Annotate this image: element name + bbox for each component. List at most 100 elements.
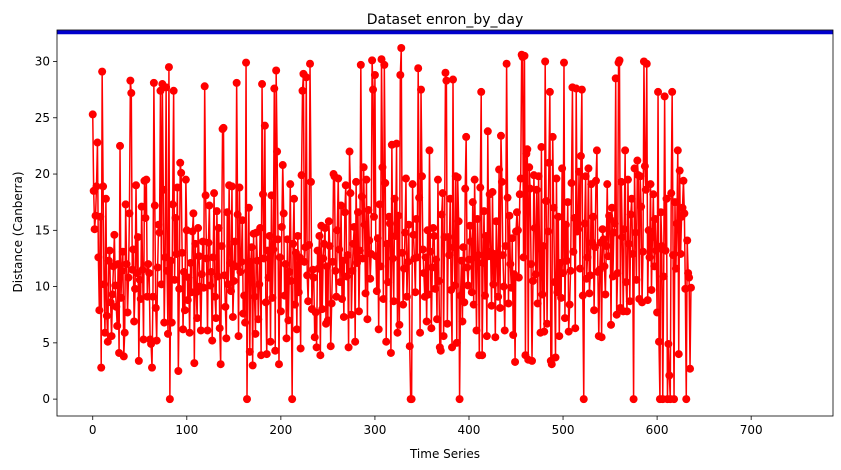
data-point: [380, 60, 389, 69]
data-point: [274, 235, 283, 244]
data-point: [287, 276, 296, 285]
data-point: [611, 74, 620, 83]
data-point: [304, 297, 313, 306]
data-point: [575, 264, 584, 273]
data-point: [512, 208, 521, 217]
data-point: [389, 297, 398, 306]
data-point: [449, 75, 457, 84]
data-point: [271, 346, 280, 355]
data-point: [117, 266, 126, 275]
data-point: [403, 257, 412, 266]
data-point: [312, 343, 321, 352]
data-point: [179, 267, 188, 276]
data-point: [157, 280, 166, 289]
data-point: [125, 209, 134, 218]
data-point: [116, 293, 125, 302]
data-point: [191, 239, 200, 248]
data-point: [627, 194, 636, 203]
data-point: [409, 230, 418, 239]
data-point: [288, 395, 297, 404]
data-point: [565, 300, 574, 309]
data-point: [138, 265, 147, 274]
data-point: [375, 200, 384, 209]
data-point: [148, 292, 157, 301]
data-point: [248, 361, 257, 370]
data-point: [416, 328, 425, 337]
data-point: [473, 215, 482, 224]
data-point: [527, 260, 536, 269]
data-point: [491, 333, 500, 342]
data-point: [108, 290, 117, 299]
data-point: [646, 180, 655, 189]
data-point: [674, 350, 683, 359]
data-point: [540, 327, 549, 336]
data-point: [525, 163, 534, 172]
data-point: [384, 278, 393, 287]
data-point: [376, 262, 385, 271]
data-point: [629, 395, 638, 404]
data-point: [118, 247, 127, 256]
data-point: [363, 315, 372, 324]
data-point: [369, 212, 378, 221]
data-point: [110, 230, 119, 239]
x-tick-label: 100: [175, 423, 198, 437]
data-point: [270, 84, 279, 93]
x-tick-label: 500: [552, 423, 575, 437]
data-point: [470, 175, 479, 184]
data-point: [171, 213, 180, 222]
data-point: [555, 332, 564, 341]
data-point: [414, 64, 423, 73]
data-point: [214, 224, 223, 233]
data-point: [278, 161, 287, 170]
data-point: [560, 314, 569, 323]
data-point: [333, 226, 342, 235]
data-point: [360, 220, 369, 229]
y-tick-label: 5: [42, 336, 50, 350]
data-point: [554, 212, 563, 221]
data-point: [215, 324, 224, 333]
data-point: [402, 292, 411, 301]
data-point: [381, 179, 390, 188]
data-point: [636, 172, 645, 181]
x-tick-label: 300: [363, 423, 386, 437]
data-point: [545, 87, 554, 96]
data-point: [553, 288, 562, 297]
data-point: [462, 132, 471, 141]
data-point: [247, 243, 256, 252]
data-point: [431, 284, 440, 293]
data-point: [285, 267, 294, 276]
data-point: [426, 247, 435, 256]
data-point: [576, 152, 585, 161]
data-point: [660, 92, 669, 101]
data-point: [229, 276, 238, 285]
data-point: [469, 300, 478, 309]
data-point: [286, 180, 295, 189]
data-point: [183, 296, 192, 305]
data-point: [656, 208, 665, 217]
data-point: [290, 300, 299, 309]
data-point: [339, 312, 348, 321]
data-point: [559, 269, 568, 278]
data-point: [430, 231, 439, 240]
data-point: [581, 172, 590, 181]
data-point: [259, 254, 268, 263]
data-point: [528, 276, 537, 285]
data-point: [577, 85, 586, 94]
data-point: [316, 351, 325, 360]
data-point: [203, 326, 212, 335]
data-point: [364, 206, 373, 215]
data-point: [336, 278, 345, 287]
data-point: [623, 307, 632, 316]
data-point: [219, 123, 228, 132]
data-point: [543, 319, 552, 328]
data-point: [142, 175, 151, 184]
data-point: [561, 220, 570, 229]
data-point: [328, 257, 337, 266]
data-point: [659, 272, 668, 281]
x-tick-label: 600: [646, 423, 669, 437]
data-point: [421, 253, 430, 262]
data-point: [192, 288, 201, 297]
data-point: [294, 288, 303, 297]
data-point: [88, 110, 97, 119]
